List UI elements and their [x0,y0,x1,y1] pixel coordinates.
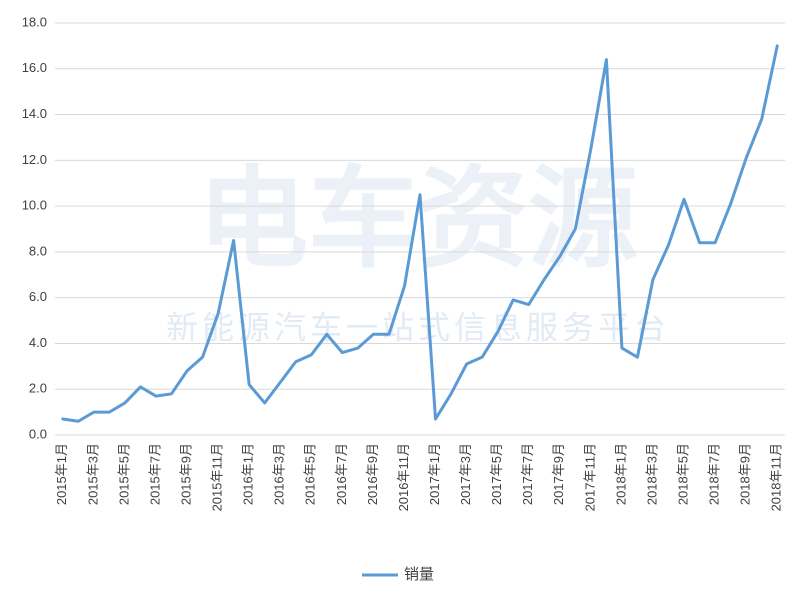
x-tick-label: 2017年7月 [520,443,535,505]
x-tick-label: 2016年1月 [241,443,256,505]
x-tick-label: 2018年9月 [738,443,753,505]
y-tick-label: 4.0 [29,335,47,350]
x-tick-label: 2015年3月 [85,443,100,505]
x-tick-label: 2015年7月 [147,443,162,505]
x-tick-label: 2016年7月 [334,443,349,505]
x-tick-label: 2017年5月 [489,443,504,505]
data-line [61,44,779,423]
watermark-text: 新能源汽车一站式信息服务平台 [166,309,670,345]
x-tick-label: 2018年7月 [707,443,722,505]
x-tick-label: 2015年5月 [116,443,131,505]
x-tick-label: 2018年3月 [644,443,659,505]
x-tick-label: 2017年1月 [427,443,442,505]
y-tick-label: 14.0 [22,106,47,121]
x-tick-label: 2015年1月 [54,443,69,505]
y-tick-label: 0.0 [29,426,47,441]
watermark-logo: 电车资源 [198,158,638,281]
y-tick-label: 12.0 [22,152,47,167]
x-tick-label: 2017年3月 [458,443,473,505]
x-tick-label: 2018年11月 [769,443,784,511]
y-tick-label: 6.0 [29,289,47,304]
x-tick-label: 2018年1月 [613,443,628,505]
x-tick-label: 2017年9月 [551,443,566,505]
x-tick-label: 2016年3月 [272,443,287,505]
x-tick-label: 2015年9月 [178,443,193,505]
y-tick-label: 10.0 [22,198,47,213]
x-tick-label: 2017年11月 [582,443,597,511]
legend-label: 销量 [404,566,434,583]
x-tick-label: 2016年11月 [396,443,411,511]
y-tick-label: 16.0 [22,60,47,75]
x-tick-label: 2015年11月 [210,443,225,511]
y-tick-label: 18.0 [22,14,47,29]
x-tick-label: 2018年5月 [675,443,690,505]
x-tick-label: 2016年5月 [303,443,318,505]
x-tick-label: 2016年9月 [365,443,380,505]
y-tick-label: 2.0 [29,381,47,396]
y-tick-label: 8.0 [29,243,47,258]
